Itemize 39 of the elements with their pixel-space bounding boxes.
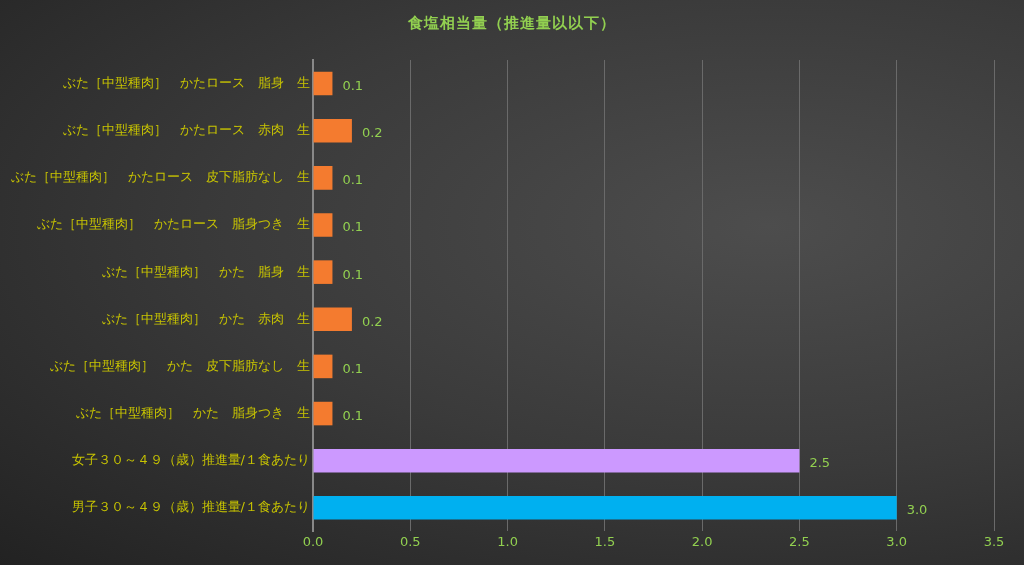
data-label: 0.1 [342,407,364,423]
y-tick-label: 男子３０～４９（歳）推進量/１食あたり [71,499,310,515]
data-label: 0.1 [342,77,364,93]
x-tick-label: 2.5 [789,533,810,549]
y-tick-label: ぶた［中型種肉］ かた 脂身つき 生 [76,404,310,420]
bar [313,213,333,237]
x-tick-label: 2.0 [691,533,713,549]
x-tick-label: 3.0 [886,533,908,549]
y-tick-label: ぶた［中型種肉］ かたロース 脂身つき 生 [37,216,310,232]
chart-title: 食塩相当量（推進量以以下） [407,14,617,33]
y-tick-label: ぶた［中型種肉］ かた 脂身 生 [102,263,310,279]
x-tick-label: 0.5 [399,533,421,549]
y-tick-label: ぶた［中型種肉］ かた 赤肉 生 [102,310,310,326]
y-tick-label: ぶた［中型種肉］ かたロース 脂身 生 [63,74,310,90]
data-label: 0.2 [361,313,383,329]
data-label: 0.2 [361,125,383,141]
bar [313,71,333,96]
y-tick-label: 女子３０～４９（歳）推進量/１食あたり [71,452,310,468]
bar [313,260,333,284]
bar [313,166,333,190]
data-label: 2.5 [809,455,831,471]
bar [313,354,333,379]
x-tick-label: 0.0 [302,533,324,549]
y-tick-label: ぶた［中型種肉］ かたロース 皮下脂肪なし 生 [11,169,310,185]
bar [313,448,800,473]
data-label: 0.1 [342,266,364,282]
x-tick-label: 1.5 [594,533,616,549]
data-label: 0.1 [342,172,364,188]
data-label: 0.1 [342,360,364,376]
y-tick-label: ぶた［中型種肉］ かた 皮下脂肪なし 生 [50,357,310,373]
data-label: 0.1 [342,219,364,235]
x-tick-label: 1.0 [497,533,518,549]
x-tick-label: 3.5 [983,533,1005,549]
data-label: 3.0 [906,502,928,518]
bar [313,496,897,520]
bar [313,118,352,143]
bar [313,401,333,426]
bar [313,307,352,332]
y-tick-label: ぶた［中型種肉］ かたロース 赤肉 生 [63,122,310,138]
